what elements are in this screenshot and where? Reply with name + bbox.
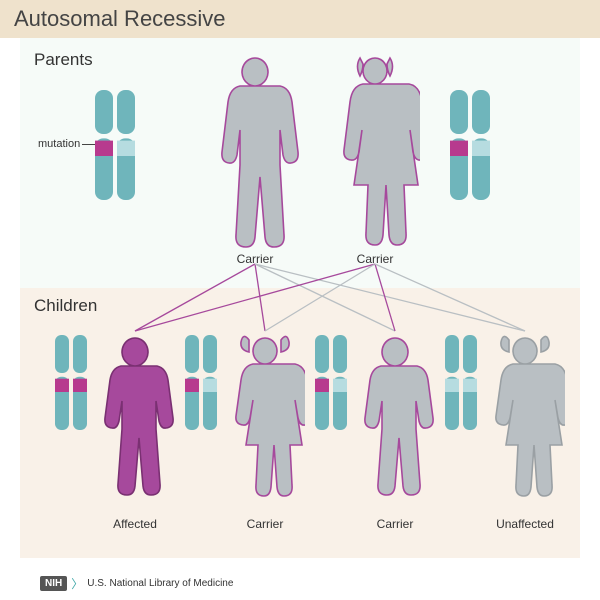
parent-figure	[330, 50, 420, 250]
title-text: Autosomal Recessive	[14, 6, 226, 31]
chromosome-pair	[55, 335, 87, 430]
child-figure	[95, 325, 175, 515]
attribution-text: U.S. National Library of Medicine	[87, 578, 233, 589]
child-label: Unaffected	[480, 517, 570, 531]
title-bar: Autosomal Recessive	[0, 0, 600, 38]
parent-label: Carrier	[210, 252, 300, 266]
chromosome-pair	[95, 90, 135, 200]
chromosome-pair	[450, 90, 490, 200]
attribution: NIH 〉 U.S. National Library of Medicine	[40, 575, 233, 592]
nih-badge-icon: NIH	[40, 576, 67, 591]
child-label: Carrier	[350, 517, 440, 531]
child-figure	[225, 325, 305, 515]
child-label: Affected	[90, 517, 180, 531]
child-figure	[355, 325, 435, 515]
chromosome-pair	[315, 335, 347, 430]
children-label: Children	[34, 296, 97, 316]
child-figure	[485, 325, 565, 515]
parent-label: Carrier	[330, 252, 420, 266]
chromosome-pair	[445, 335, 477, 430]
parent-figure	[210, 50, 300, 250]
chromosome-pair	[185, 335, 217, 430]
parents-label: Parents	[34, 50, 93, 70]
child-label: Carrier	[220, 517, 310, 531]
chevron-right-icon: 〉	[71, 575, 83, 592]
mutation-label: mutation	[38, 138, 80, 150]
